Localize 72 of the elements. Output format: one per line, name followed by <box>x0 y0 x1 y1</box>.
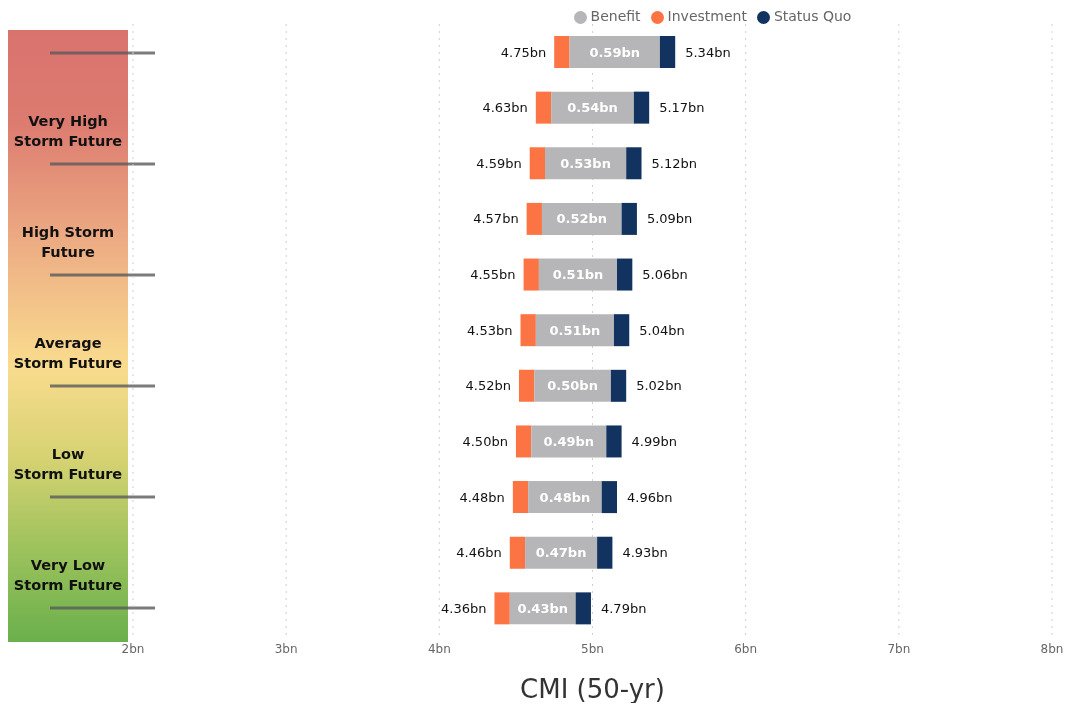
annotation: 5.12bn <box>651 155 697 171</box>
text: Low Storm Future <box>12 444 124 484</box>
bar <box>551 91 634 124</box>
annotation: 4.59bn <box>476 155 522 171</box>
annotation: 4.53bn <box>467 322 513 338</box>
annotation: 5.17bn <box>659 100 705 116</box>
annotation: 5.02bn <box>636 378 682 394</box>
bar <box>610 369 627 402</box>
text: Very Low Storm Future <box>12 555 124 595</box>
x-tick-label: 2bn <box>121 641 145 656</box>
x-axis-title: CMI (50-yr) <box>520 674 665 704</box>
annotation: 4.55bn <box>470 267 516 283</box>
x-tick-label: 6bn <box>734 641 758 656</box>
bar <box>518 369 535 402</box>
data-label: 0.47bn <box>535 545 587 561</box>
data-label: 0.51bn <box>552 267 604 283</box>
annotation: 4.93bn <box>622 545 668 561</box>
annotation: 4.52bn <box>465 378 511 394</box>
annotation: 4.99bn <box>631 433 678 449</box>
bar <box>535 91 552 124</box>
bar <box>509 536 526 569</box>
bar <box>633 91 650 124</box>
annotation: 4.36bn <box>441 600 487 616</box>
data-label: 0.43bn <box>517 600 569 616</box>
data-label: 0.50bn <box>547 378 598 394</box>
annotation: 4.96bn <box>627 489 673 505</box>
bar <box>523 258 539 291</box>
x-tick-label: 4bn <box>427 641 451 656</box>
annotation: 4.75bn <box>500 44 547 60</box>
bar <box>626 147 642 180</box>
bar <box>515 425 532 458</box>
text: High Storm Future <box>20 222 116 262</box>
annotation: 4.46bn <box>456 545 502 561</box>
bar <box>613 314 630 347</box>
bar <box>512 481 529 514</box>
bar <box>601 481 618 514</box>
text: Average Storm Future <box>12 333 124 373</box>
text: Very High Storm Future <box>12 111 124 151</box>
data-label: 0.54bn <box>567 100 618 116</box>
bar <box>659 36 676 68</box>
legend-label: Investment <box>667 8 747 24</box>
annotation: 4.79bn <box>600 600 647 616</box>
legend-label: Status Quo <box>773 8 852 24</box>
data-label: 0.51bn <box>549 322 601 338</box>
data-label: 0.48bn <box>539 489 591 505</box>
x-tick-label: 8bn <box>1040 641 1064 656</box>
bar <box>575 592 591 625</box>
x-tick-label: 7bn <box>887 641 911 656</box>
legend-label: Benefit <box>590 8 641 24</box>
data-label: 0.53bn <box>560 155 611 171</box>
annotation: 5.06bn <box>642 267 688 283</box>
bar <box>554 36 570 68</box>
x-tick-label: 3bn <box>274 641 298 656</box>
bar <box>526 202 542 235</box>
bar <box>617 258 633 291</box>
bar <box>597 536 613 569</box>
annotation: 4.63bn <box>482 100 528 116</box>
bar <box>621 202 637 235</box>
annotation: 4.57bn <box>473 211 519 227</box>
x-tick-label: 5bn <box>581 641 604 656</box>
bar <box>529 147 546 180</box>
annotation: 5.09bn <box>646 211 693 227</box>
data-label: 0.59bn <box>589 44 641 60</box>
bar <box>494 592 510 625</box>
bar <box>520 314 536 347</box>
annotation: 4.48bn <box>459 489 505 505</box>
bar <box>606 425 622 458</box>
annotation: 5.04bn <box>639 322 685 338</box>
annotation: 5.34bn <box>685 44 731 60</box>
annotation: 4.50bn <box>462 433 508 449</box>
data-label: 0.52bn <box>556 211 608 227</box>
data-label: 0.49bn <box>543 433 595 449</box>
